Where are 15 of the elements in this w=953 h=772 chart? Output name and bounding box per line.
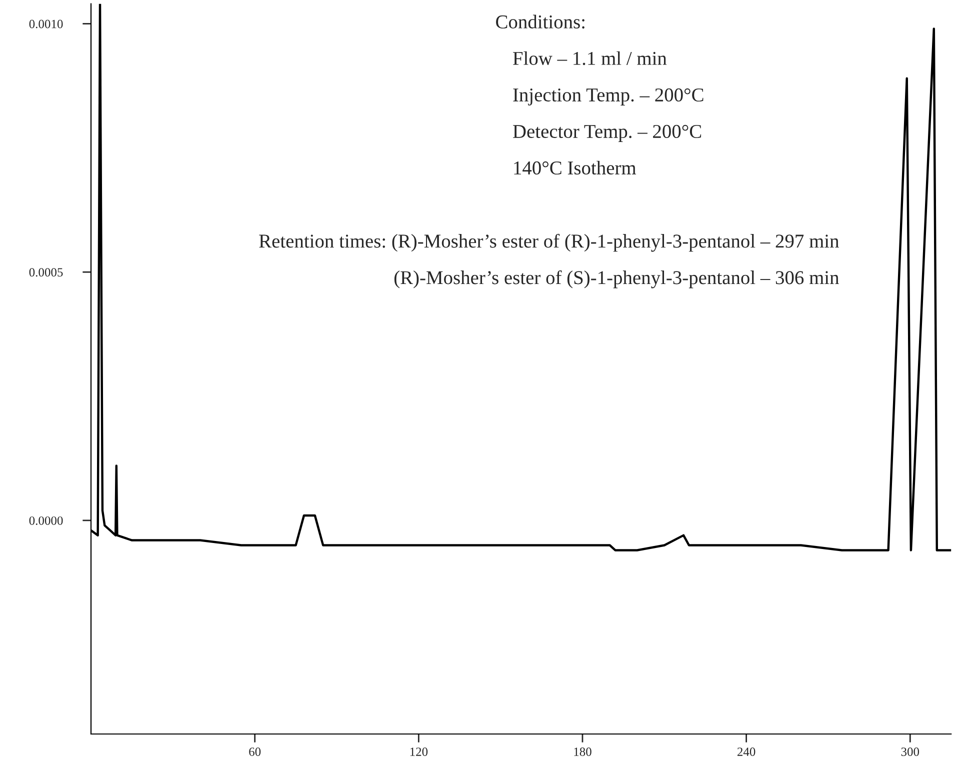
x-tick-label: 120 <box>410 748 428 756</box>
x-tick-label: 300 <box>901 748 920 756</box>
annotation: Retention times: (R)-Mosher’s ester of (R)-1-phenyl-3-pentanol – 297 min <box>259 234 839 252</box>
y-tick-label: 0.0000 <box>29 516 63 525</box>
x-tick-label: 240 <box>737 748 756 756</box>
y-tick-label: 0.0010 <box>29 20 63 28</box>
annotation: Conditions: <box>496 14 584 29</box>
annotation: Detector Temp. – 200°C <box>513 124 702 142</box>
x-tick-label: 180 <box>574 748 592 756</box>
annotation: Injection Temp. – 200°C <box>513 88 704 106</box>
annotation: 140°C Isotherm <box>514 160 636 175</box>
annotation: (R)-Mosher’s ester of (S)-1-phenyl-3-pentanol – 306 min <box>394 270 839 288</box>
annotation: Flow – 1.1 ml / min <box>513 51 667 66</box>
y-tick-label: 0.0005 <box>29 268 63 277</box>
x-tick-label: 60 <box>249 748 261 756</box>
